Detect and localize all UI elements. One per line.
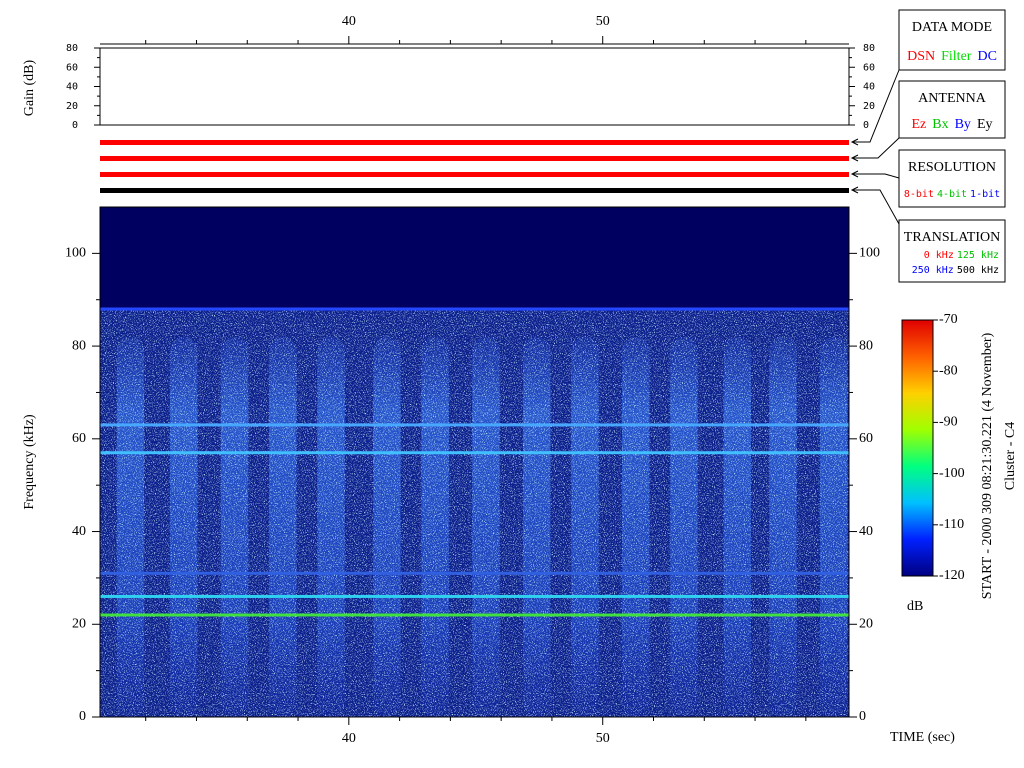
mode-bar bbox=[100, 172, 849, 177]
x-axis-label: TIME (sec) bbox=[890, 730, 955, 745]
gain-tick-label: 0 bbox=[72, 120, 78, 131]
colorbar-tick-label: -120 bbox=[939, 568, 965, 583]
legend-item: By bbox=[955, 117, 971, 132]
y-tick-label: 100 bbox=[859, 246, 880, 261]
colorbar-tick-label: -100 bbox=[939, 466, 965, 481]
emission-line bbox=[100, 594, 849, 598]
mode-bar bbox=[100, 140, 849, 145]
x-tick-label: 40 bbox=[342, 731, 356, 746]
emission-line bbox=[100, 571, 849, 575]
emission-line bbox=[100, 451, 849, 455]
y-tick-label: 60 bbox=[859, 431, 873, 446]
spacecraft: Cluster - C4 bbox=[1003, 422, 1018, 490]
spectrogram bbox=[100, 207, 849, 717]
legend-item: 4-bit bbox=[937, 189, 967, 200]
y-tick-label: 0 bbox=[79, 709, 86, 724]
colorbar-tick-label: -90 bbox=[939, 415, 958, 430]
arrow-head bbox=[850, 138, 859, 146]
start-time: START - 2000 309 08:21:30.221 (4 Novembe… bbox=[980, 332, 995, 599]
legend-box bbox=[898, 149, 1006, 208]
y-tick-label: 60 bbox=[72, 431, 86, 446]
emission-line bbox=[100, 423, 849, 427]
legend-item: 1-bit bbox=[970, 189, 1000, 200]
gain-tick-label: 60 bbox=[863, 62, 875, 73]
legend-item: DC bbox=[977, 49, 996, 64]
colorbar-tick-label: -80 bbox=[939, 363, 958, 378]
gain-tick-label: 20 bbox=[863, 101, 875, 112]
y-tick-label: 100 bbox=[65, 246, 86, 261]
legend-item: 250 kHz bbox=[912, 265, 954, 276]
legend-item: Filter bbox=[941, 49, 972, 64]
emission-line bbox=[100, 307, 849, 311]
gain-tick-label: 60 bbox=[66, 62, 78, 73]
legend-item: 0 kHz bbox=[924, 250, 954, 261]
legend-item: 8-bit bbox=[904, 189, 934, 200]
y-tick-label: 80 bbox=[72, 338, 86, 353]
legend-title: TRANSLATION bbox=[904, 230, 1000, 245]
emission-line bbox=[100, 613, 849, 617]
legend-item: Ey bbox=[977, 117, 993, 132]
y-tick-label: 0 bbox=[859, 709, 866, 724]
gain-frame bbox=[99, 47, 850, 126]
y-axis-label: Frequency (kHz) bbox=[22, 414, 37, 510]
colorbar bbox=[901, 319, 934, 577]
plot-frame bbox=[99, 206, 850, 718]
legend-title: RESOLUTION bbox=[908, 160, 996, 175]
arrow bbox=[852, 137, 900, 159]
arrow bbox=[852, 69, 900, 143]
y-tick-label: 80 bbox=[859, 338, 873, 353]
legend-item: DSN bbox=[907, 49, 935, 64]
colorbar-tick-label: -110 bbox=[939, 517, 964, 532]
y-tick-label: 40 bbox=[72, 524, 86, 539]
gain-tick-label: 40 bbox=[66, 82, 78, 93]
gain-axis-label: Gain (dB) bbox=[22, 59, 37, 116]
gain-tick-label: 80 bbox=[863, 43, 875, 54]
x-tick-label: 50 bbox=[596, 14, 610, 29]
legend-item: Ez bbox=[911, 117, 926, 132]
legend-item: Bx bbox=[932, 117, 948, 132]
arrow-head bbox=[850, 170, 859, 178]
y-tick-label: 40 bbox=[859, 524, 873, 539]
y-tick-label: 20 bbox=[72, 616, 86, 631]
mode-bar bbox=[100, 156, 849, 161]
x-tick-label: 50 bbox=[596, 731, 610, 746]
mode-bar bbox=[100, 188, 849, 193]
speckle bbox=[100, 309, 849, 717]
gain-tick-label: 40 bbox=[863, 82, 875, 93]
colorbar-label: dB bbox=[907, 599, 923, 614]
x-tick-label: 40 bbox=[342, 14, 356, 29]
legend-title: ANTENNA bbox=[918, 91, 987, 106]
arrow bbox=[852, 189, 900, 225]
arrow-head bbox=[850, 154, 859, 162]
gain-tick-label: 80 bbox=[66, 43, 78, 54]
arrow bbox=[852, 173, 900, 179]
legend-box bbox=[898, 80, 1006, 139]
colorbar-tick-label: -70 bbox=[939, 312, 958, 327]
legend-item: 125 kHz bbox=[957, 250, 999, 261]
legend-arrows bbox=[850, 69, 900, 225]
legend-box bbox=[898, 9, 1006, 71]
legend-item: 500 kHz bbox=[957, 265, 999, 276]
arrow-head bbox=[850, 186, 859, 194]
gain-tick-label: 20 bbox=[66, 101, 78, 112]
gain-tick-label: 0 bbox=[863, 120, 869, 131]
legend-title: DATA MODE bbox=[912, 20, 992, 35]
legend-box bbox=[898, 219, 1006, 283]
y-tick-label: 20 bbox=[859, 616, 873, 631]
